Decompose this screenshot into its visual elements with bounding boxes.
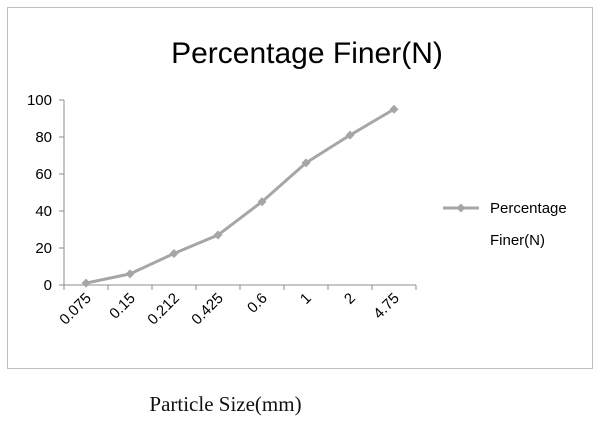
y-axis-ticks: 0 20 40 60 80 100: [27, 92, 64, 294]
data-point: [81, 278, 91, 288]
chart-title: Percentage Finer(N): [171, 37, 443, 70]
legend-marker: [456, 203, 466, 213]
series-line: [85, 107, 395, 285]
x-tick-label: 0.425: [188, 290, 227, 329]
x-tick-label: 0.075: [56, 290, 95, 329]
x-tick-label: 2: [341, 290, 359, 308]
y-tick-label: 100: [27, 92, 52, 109]
data-point: [389, 104, 399, 114]
data-point: [169, 249, 179, 259]
legend-label: Percentage: [490, 200, 567, 217]
data-point: [345, 130, 355, 140]
x-tick-label: 0.15: [106, 290, 139, 323]
x-tick-label: 1: [297, 290, 315, 308]
x-axis-title: Particle Size(mm): [149, 392, 302, 416]
data-point: [301, 158, 311, 168]
legend-label: Finer(N): [490, 232, 545, 249]
x-axis-ticks: 0.075 0.15 0.212 0.425 0.6 1 2 4.75: [56, 285, 417, 329]
x-tick-label: 0.212: [144, 290, 183, 329]
y-tick-label: 20: [35, 240, 52, 257]
x-tick-label: 4.75: [370, 290, 403, 323]
y-tick-label: 0: [44, 277, 52, 294]
data-point: [257, 197, 267, 207]
y-tick-label: 40: [35, 203, 52, 220]
chart-area: [7, 7, 593, 369]
y-tick-label: 80: [35, 129, 52, 146]
x-tick-label: 0.6: [244, 290, 271, 317]
data-point: [213, 230, 223, 240]
y-tick-label: 60: [35, 166, 52, 183]
series-group: [81, 104, 399, 288]
data-point: [125, 269, 135, 279]
legend: Percentage Finer(N): [443, 200, 567, 249]
